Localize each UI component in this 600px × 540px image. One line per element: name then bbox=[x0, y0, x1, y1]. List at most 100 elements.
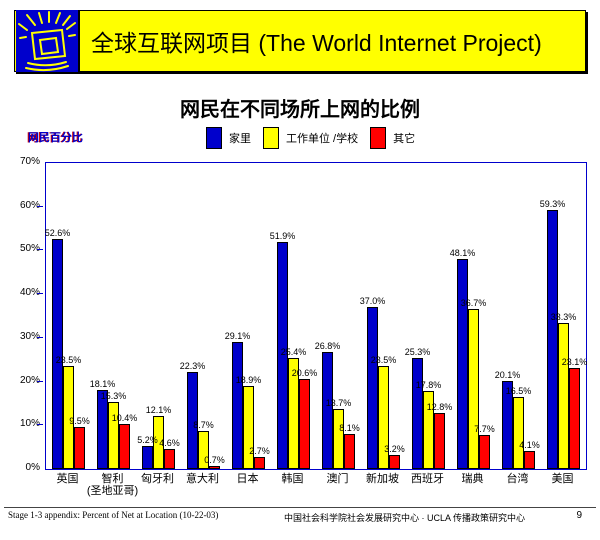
bar-其它 bbox=[434, 413, 445, 469]
bar-其它 bbox=[479, 435, 490, 469]
y-tick-mark bbox=[37, 424, 43, 426]
bar-group-瑞典: 48.1% 36.7% 7.7% bbox=[449, 163, 496, 469]
footer-credit: 中国社会科学院社会发展研究中心 · UCLA 传播政策研究中心 bbox=[284, 513, 526, 523]
bar-其它 bbox=[524, 451, 535, 469]
legend-swatch-其它 bbox=[370, 127, 387, 149]
x-category-label: 澳门 bbox=[326, 473, 349, 485]
legend-swatch-家里 bbox=[206, 127, 222, 149]
bar-value-label: 12.1% bbox=[145, 405, 172, 415]
bar-工作单位 /学校 bbox=[198, 431, 209, 469]
bar-group-智利: 18.1% 15.3% 10.4% bbox=[89, 163, 138, 469]
bar-value-label: 4.1% bbox=[519, 440, 540, 450]
bar-group-韩国: 51.9% 25.4% 20.6% bbox=[269, 163, 318, 469]
bar-value-label: 9.5% bbox=[69, 416, 90, 426]
page-number: 9 bbox=[576, 510, 582, 521]
bar-value-label: 51.9% bbox=[269, 231, 296, 241]
bar-家里 bbox=[97, 390, 108, 469]
bar-家里 bbox=[547, 210, 558, 469]
bar-家里 bbox=[367, 307, 378, 469]
y-tick-mark bbox=[37, 293, 43, 295]
bar-value-label: 15.3% bbox=[100, 391, 127, 401]
legend-label: 其它 bbox=[393, 133, 416, 145]
bar-group-澳门: 26.8% 13.7% 8.1% bbox=[315, 163, 361, 469]
bar-value-label: 16.5% bbox=[505, 386, 532, 396]
bar-工作单位 /学校 bbox=[468, 309, 479, 469]
x-category-label: 日本 bbox=[236, 473, 259, 485]
bar-group-新加坡: 37.0% 23.5% 3.2% bbox=[359, 163, 406, 469]
bar-value-label: 17.8% bbox=[415, 380, 442, 390]
bar-value-label: 5.2% bbox=[137, 435, 158, 445]
y-tick-label: 20% bbox=[19, 374, 40, 386]
header-title: 全球互联网项目 (The World Internet Project) bbox=[91, 30, 542, 56]
bar-value-label: 20.1% bbox=[494, 370, 521, 380]
bar-工作单位 /学校 bbox=[243, 386, 254, 469]
bar-value-label: 23.5% bbox=[370, 355, 397, 365]
bar-工作单位 /学校 bbox=[423, 391, 434, 469]
y-tick-label: 30% bbox=[19, 330, 40, 342]
bar-group-英国: 52.6% 23.5% 9.5% bbox=[44, 163, 91, 469]
bar-value-label: 13.7% bbox=[325, 398, 352, 408]
y-axis-label: 网民百分比 bbox=[28, 132, 83, 144]
x-category-label: 智利 (圣地亚哥) bbox=[86, 473, 139, 497]
bar-value-label: 33.3% bbox=[550, 312, 577, 322]
bar-其它 bbox=[299, 379, 310, 469]
x-category-label: 台湾 bbox=[506, 473, 529, 485]
bar-value-label: 37.0% bbox=[359, 296, 386, 306]
bar-其它 bbox=[389, 455, 400, 469]
bar-value-label: 18.1% bbox=[89, 379, 116, 389]
bar-其它 bbox=[74, 427, 85, 469]
x-category-label: 西班牙 bbox=[411, 473, 444, 485]
x-category-label: 新加坡 bbox=[366, 473, 399, 485]
bar-value-label: 0.7% bbox=[204, 455, 225, 465]
bar-group-台湾: 20.1% 16.5% 4.1% bbox=[494, 163, 541, 469]
bar-工作单位 /学校 bbox=[108, 402, 119, 469]
bar-value-label: 48.1% bbox=[449, 248, 476, 258]
bar-其它 bbox=[209, 466, 220, 469]
bar-其它 bbox=[164, 449, 175, 469]
bar-value-label: 7.7% bbox=[474, 424, 495, 434]
x-category-label: 韩国 bbox=[281, 473, 304, 485]
y-tick-mark bbox=[37, 205, 43, 207]
bar-value-label: 29.1% bbox=[224, 331, 251, 341]
chart-legend: 家里 工作单位 /学校 其它 bbox=[206, 127, 415, 149]
bar-value-label: 18.9% bbox=[235, 375, 262, 385]
bar-value-label: 59.3% bbox=[539, 199, 566, 209]
bar-value-label: 25.4% bbox=[280, 347, 307, 357]
legend-item: 工作单位 /学校 bbox=[263, 127, 358, 149]
y-tick-label: 0% bbox=[25, 462, 40, 473]
bar-group-西班牙: 25.3% 17.8% 12.8% bbox=[405, 163, 453, 469]
bar-value-label: 10.4% bbox=[111, 413, 138, 423]
slide-title: 网民在不同场所上网的比例 bbox=[180, 99, 420, 121]
bar-value-label: 20.6% bbox=[291, 368, 318, 378]
bar-家里 bbox=[277, 242, 288, 469]
y-tick-mark bbox=[37, 249, 43, 251]
bar-value-label: 23.5% bbox=[55, 355, 82, 365]
bar-value-label: 3.2% bbox=[384, 444, 405, 454]
y-tick-mark bbox=[37, 380, 43, 382]
bar-value-label: 52.6% bbox=[44, 228, 71, 238]
legend-label: 工作单位 /学校 bbox=[286, 133, 359, 145]
bar-其它 bbox=[569, 368, 580, 469]
bar-家里 bbox=[187, 372, 198, 469]
bar-工作单位 /学校 bbox=[378, 366, 389, 469]
bar-工作单位 /学校 bbox=[558, 323, 569, 469]
y-tick-label: 40% bbox=[19, 287, 40, 299]
bar-group-日本: 29.1% 18.9% 2.7% bbox=[224, 163, 271, 469]
y-tick-label: 10% bbox=[19, 418, 40, 430]
bar-value-label: 4.6% bbox=[159, 438, 180, 448]
x-category-label: 瑞典 bbox=[461, 473, 484, 485]
y-tick-mark bbox=[37, 336, 43, 338]
bar-工作单位 /学校 bbox=[333, 409, 344, 469]
bar-家里 bbox=[322, 352, 333, 469]
bar-value-label: 12.8% bbox=[426, 402, 453, 412]
x-category-label: 英国 bbox=[56, 473, 79, 485]
bar-家里 bbox=[412, 358, 423, 469]
legend-label: 家里 bbox=[229, 133, 251, 145]
bar-value-label: 8.1% bbox=[339, 423, 360, 433]
header-banner: 全球互联网项目 (The World Internet Project) bbox=[14, 10, 586, 72]
bar-group-美国: 59.3% 33.3% 23.1% bbox=[539, 163, 587, 469]
bar-value-label: 8.7% bbox=[193, 420, 214, 430]
x-category-label: 匈牙利 bbox=[141, 473, 174, 485]
chart-plot-area: 52.6% 23.5% 9.5% 18.1% 15.3% 10.4% 5.2% 12.1% 4.… bbox=[45, 162, 587, 470]
